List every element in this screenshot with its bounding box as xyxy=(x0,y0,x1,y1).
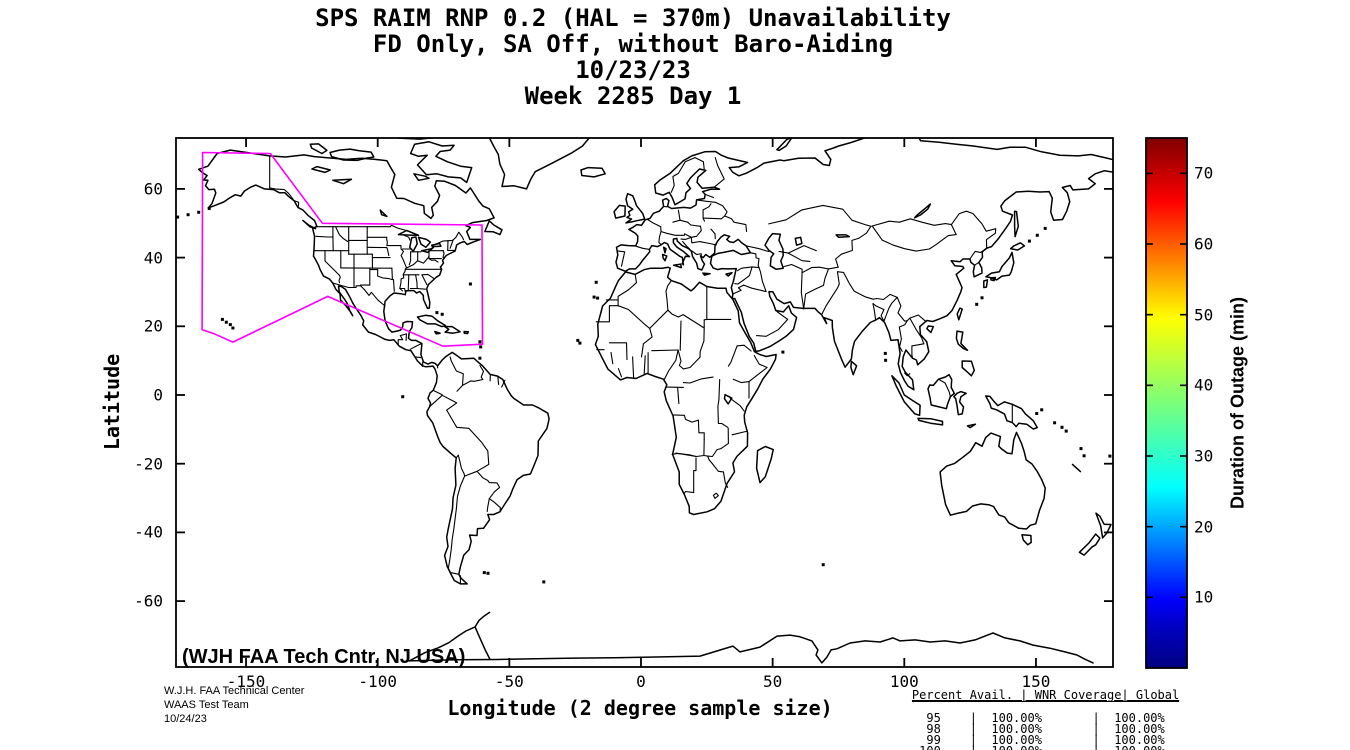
colorbar-tick-label: 20 xyxy=(1194,517,1214,537)
colorbar-tick-label: 60 xyxy=(1194,234,1214,254)
footer-line-2: WAAS Test Team xyxy=(164,699,249,711)
colorbar xyxy=(1146,138,1187,668)
colorbar-ticks xyxy=(1146,172,1187,599)
colorbar-tick-label: 30 xyxy=(1194,446,1214,466)
stats-table-row: 98 | 100.00% | 100.00% xyxy=(883,722,1165,736)
stats-table-header: Percent Avail. | WNR Coverage| Global xyxy=(911,688,1180,702)
y-tick-label: -60 xyxy=(134,591,163,611)
colorbar-tick-label: 70 xyxy=(1194,163,1214,183)
footer-line-1: W.J.H. FAA Technical Center xyxy=(164,685,305,697)
stats-table-row: 95 | 100.00% | 100.00% xyxy=(883,711,1165,725)
stats-table-row: 100 | 100.00% | 100.00% xyxy=(883,745,1179,750)
y-tick-label: -40 xyxy=(134,522,163,542)
y-tick-label: 60 xyxy=(143,179,163,199)
stats-table-row: 99 | 100.00% | 100.00% xyxy=(883,733,1165,747)
stats-table-rows: 95 | 100.00% | 100.00% 98 | 100.00% | 10… xyxy=(883,711,1179,750)
world-map-geometry xyxy=(176,138,1113,664)
map-frame xyxy=(175,137,1114,668)
title-line-2: FD Only, SA Off, without Baro-Aiding xyxy=(372,30,894,58)
y-tick-label: 20 xyxy=(143,316,163,336)
colorbar-tick-label: 50 xyxy=(1194,305,1214,325)
title-line-4: Week 2285 Day 1 xyxy=(524,82,742,110)
title-line-1: SPS RAIM RNP 0.2 (HAL = 370m) Unavailabi… xyxy=(315,4,951,32)
y-tick-label: 40 xyxy=(143,248,163,268)
title-line-3: 10/23/23 xyxy=(575,56,691,84)
x-tick-label: 0 xyxy=(636,672,646,691)
colorbar-tick-label: 40 xyxy=(1194,375,1214,395)
colorbar-frame xyxy=(1145,137,1188,669)
waas-annotation: (WJH FAA Tech Cntr, NJ USA) xyxy=(182,646,466,668)
x-tick-label: 50 xyxy=(763,672,783,691)
colorbar-tick-label: 10 xyxy=(1194,587,1214,607)
footer-line-3: 10/24/23 xyxy=(164,713,207,725)
colorbar-label: Duration of Outage (min) xyxy=(1227,297,1248,509)
x-tick-label: -100 xyxy=(358,672,397,691)
x-tick-label: 100 xyxy=(889,672,919,691)
y-tick-label: -20 xyxy=(134,454,163,474)
y-axis-label: Latitude xyxy=(100,353,124,451)
x-tick-label: -50 xyxy=(494,672,524,691)
stats-table: Percent Avail. | WNR Coverage| Global 95… xyxy=(883,679,1180,750)
x-tick-label: -150 xyxy=(226,672,266,691)
waas-boundary-polygon xyxy=(201,151,484,348)
axis-ticks xyxy=(176,138,1113,667)
y-tick-label: 0 xyxy=(153,385,163,405)
x-axis-label: Longitude (2 degree sample size) xyxy=(447,696,833,720)
x-tick-label: 150 xyxy=(1021,672,1051,691)
